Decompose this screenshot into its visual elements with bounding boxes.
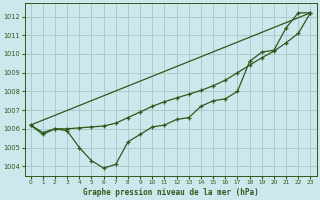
X-axis label: Graphe pression niveau de la mer (hPa): Graphe pression niveau de la mer (hPa) — [83, 188, 258, 197]
